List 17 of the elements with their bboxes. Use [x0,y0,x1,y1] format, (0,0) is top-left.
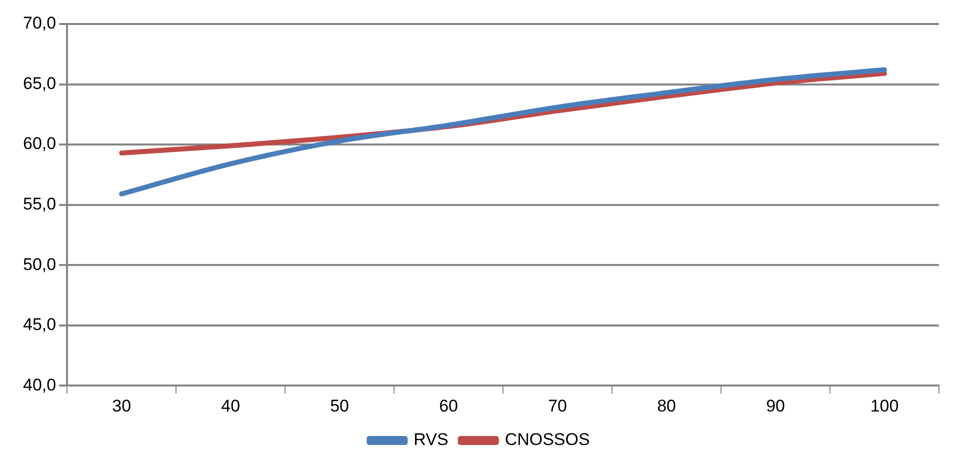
x-tick-label: 90 [766,396,785,416]
x-tick-label: 100 [870,396,899,416]
y-tick-label: 50,0 [22,254,56,274]
y-tick-label: 60,0 [22,134,56,154]
y-tick-label: 55,0 [22,194,56,214]
x-tick-label: 80 [657,396,676,416]
y-tick-label: 65,0 [22,74,56,93]
y-tick-label: 70,0 [22,14,56,33]
x-tick-label: 50 [330,396,350,416]
x-tick-label: 30 [112,396,132,416]
x-tick-label: 60 [439,396,458,416]
y-tick-label: 40,0 [22,375,56,394]
legend-label: CNOSSOS [504,430,590,450]
y-tick-label: 45,0 [22,315,56,334]
legend-label: RVS [414,430,448,450]
x-tick-label: 70 [548,396,567,416]
x-tick-label: 40 [221,396,240,416]
